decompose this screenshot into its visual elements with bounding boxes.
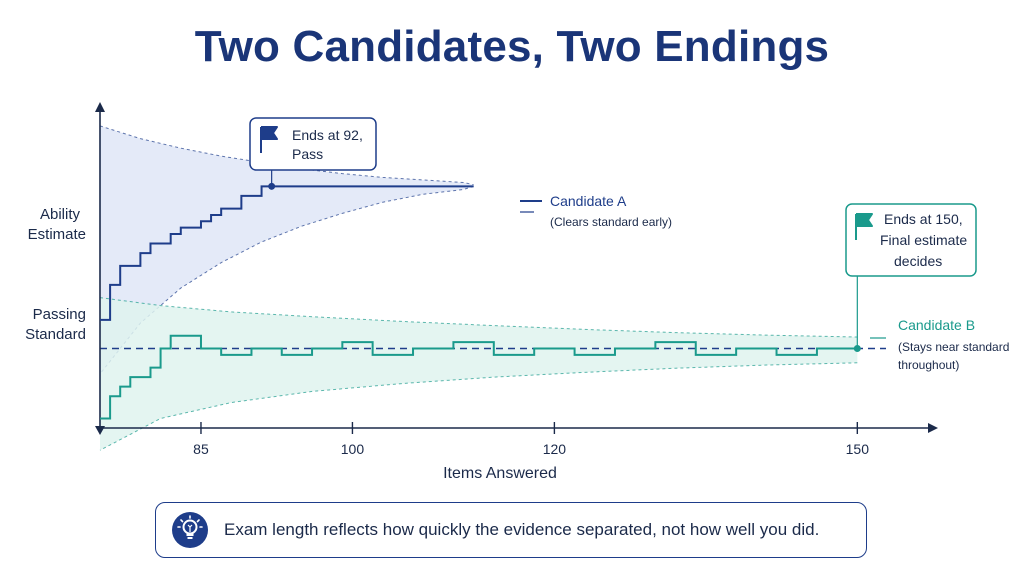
legend-note-a: (Clears standard early)	[550, 215, 672, 229]
series-line-candidate-b	[100, 334, 858, 420]
callout-a-box	[249, 117, 377, 171]
takeaway-callout: Exam length reflects how quickly the evi…	[155, 502, 867, 558]
x-axis-arrow-icon	[928, 423, 938, 433]
legend-note-b-line2: throughout)	[898, 358, 959, 372]
callout-a-line1: Ends at 92,	[292, 127, 363, 143]
callout-b-line2: Final estimate	[880, 232, 967, 248]
flag-icon	[260, 126, 278, 153]
legend-name-a: Candidate A	[550, 193, 627, 209]
confidence-band-a	[100, 125, 474, 374]
chart-labels: Ends at 92, Pass Ends at 150, Final estimat…	[249, 117, 1009, 372]
band-lower-edge-a	[99, 185, 474, 375]
y-label-standard: Standard	[25, 326, 86, 343]
x-axis-label: Items Answered	[443, 465, 557, 482]
band-lower-edge-b	[99, 362, 858, 451]
confidence-band-b	[100, 297, 858, 451]
x-tick-label: 100	[341, 441, 365, 457]
x-tick-label: 120	[543, 441, 567, 457]
flag-icon	[855, 213, 873, 240]
callout-b-line1: Ends at 150,	[884, 211, 963, 227]
y-label-passing: Passing	[33, 306, 86, 323]
callout-a-line2: Pass	[292, 146, 323, 162]
x-tick-label: 85	[193, 441, 209, 457]
y-label-estimate: Estimate	[28, 226, 86, 243]
confidence-bands	[99, 125, 858, 451]
y-axis-arrow-icon	[95, 102, 105, 112]
chart-axes: 85 100 120 150 Items Answered Ability Estimate…	[25, 102, 938, 482]
callout-b-box	[845, 203, 977, 277]
series-line-candidate-a	[100, 185, 474, 321]
y-label-ability: Ability	[40, 206, 81, 223]
legend-note-b-line1: (Stays near standard	[898, 340, 1009, 354]
lightbulb-icon	[172, 512, 208, 548]
callout-b-line3: decides	[894, 253, 942, 269]
page-title: Two Candidates, Two Endings	[194, 22, 830, 71]
y-axis-down-arrow-icon	[95, 426, 105, 435]
legend-name-b: Candidate B	[898, 317, 975, 333]
band-upper-edge-b	[99, 297, 858, 338]
takeaway-text: Exam length reflects how quickly the evi…	[224, 520, 820, 539]
x-tick-label: 150	[846, 441, 870, 457]
